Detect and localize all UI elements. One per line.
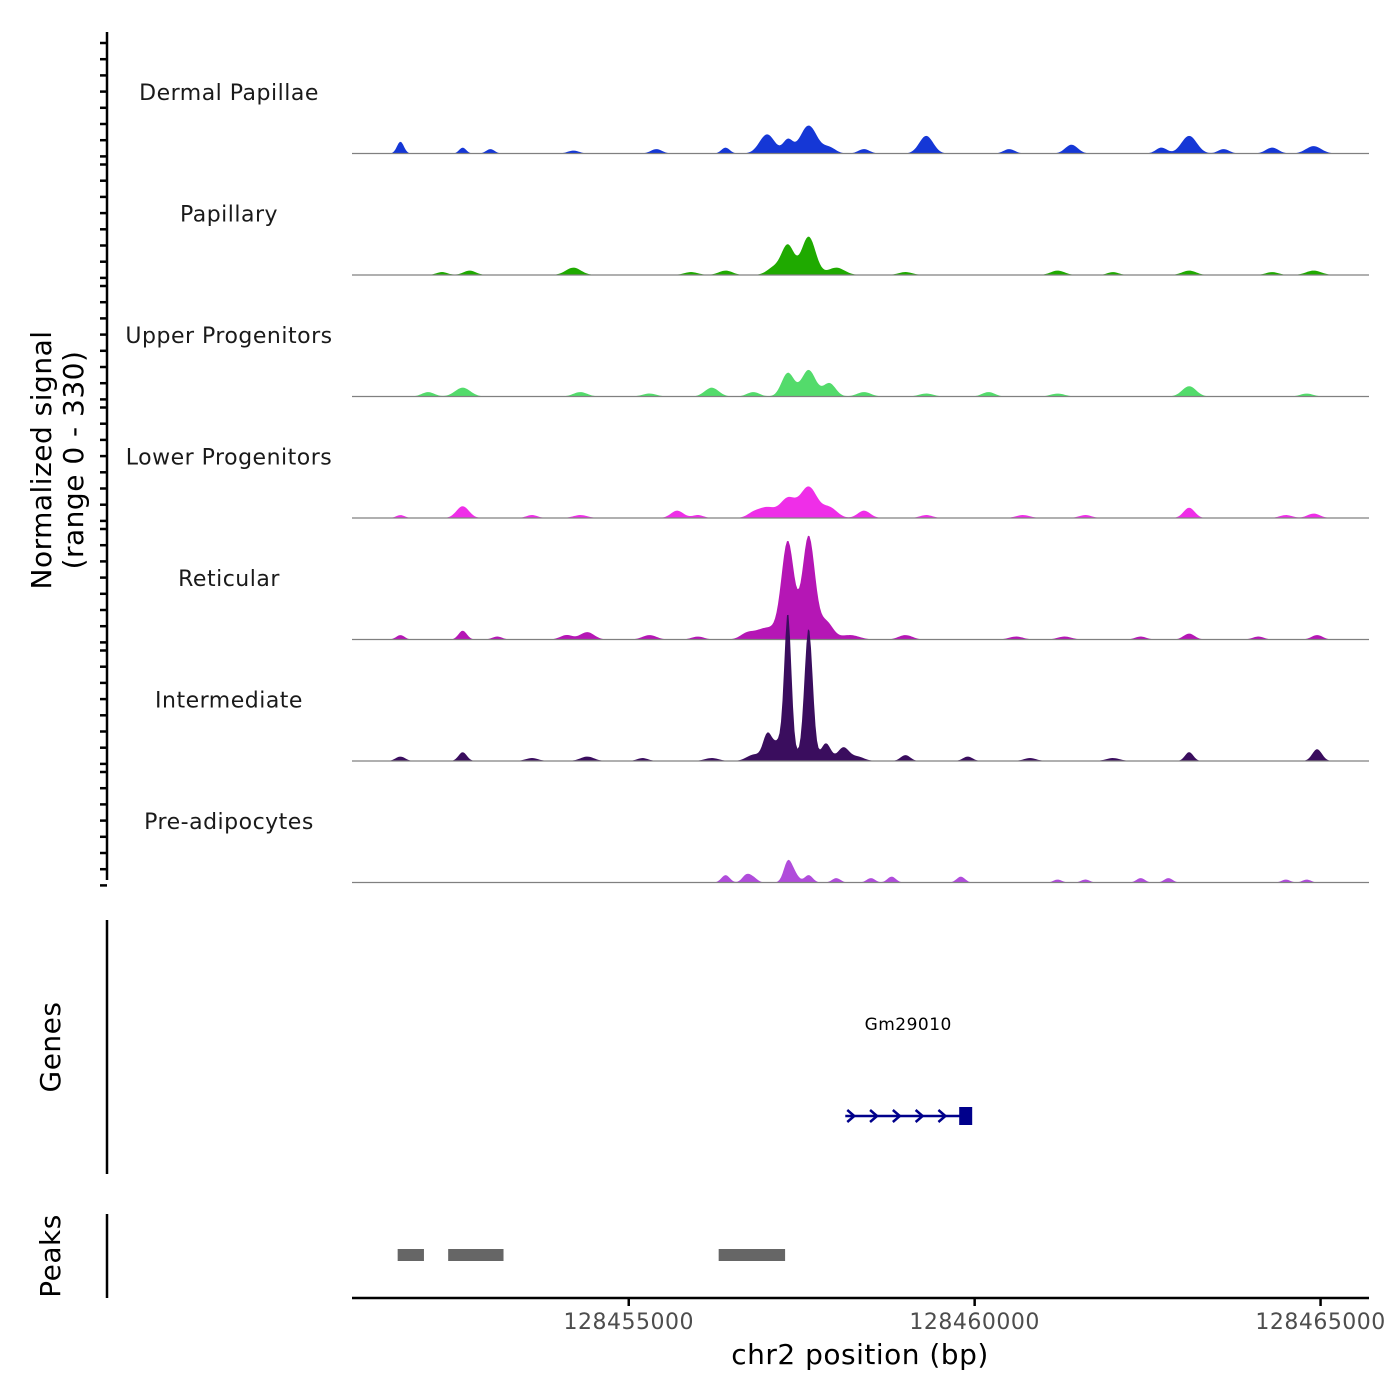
gene-exon (959, 1107, 973, 1125)
y-axis-title-line2: (range 0 - 330) (57, 351, 90, 570)
x-tick-label: 128455000 (563, 1310, 693, 1335)
x-tick-label: 128460000 (909, 1310, 1039, 1335)
gene-gm29010: Gm29010 (845, 1015, 973, 1125)
track-label: Lower Progenitors (126, 446, 332, 471)
track-dermal-papillae: Dermal Papillae (139, 81, 1369, 155)
signal-area (352, 125, 1369, 154)
track-label: Upper Progenitors (125, 324, 332, 349)
signal-area (352, 369, 1369, 397)
strand-arrow (892, 1109, 902, 1123)
track-pre-adipocytes: Pre-adipocytes (144, 810, 1369, 884)
genes-track: Gm29010 (845, 1015, 973, 1125)
track-label: Papillary (180, 203, 278, 228)
strand-arrow (869, 1109, 879, 1123)
track-label: Intermediate (155, 689, 303, 714)
track-reticular: Reticular (178, 535, 1369, 641)
peaks-track (397, 1249, 786, 1261)
signal-area (352, 535, 1369, 640)
genes-panel-title: Genes (34, 1002, 67, 1093)
gene-label: Gm29010 (865, 1015, 952, 1035)
track-intermediate: Intermediate (155, 614, 1369, 762)
signal-area (352, 614, 1369, 761)
track-label: Pre-adipocytes (144, 810, 314, 835)
track-label: Reticular (178, 567, 280, 592)
signal-area (352, 486, 1369, 518)
signal-tracks: Dermal Papillae Papillary Upper Progenitor… (125, 81, 1369, 884)
signal-area (352, 859, 1369, 883)
track-papillary: Papillary (180, 203, 1369, 276)
peak-region (718, 1249, 786, 1261)
y-axis-title-line1: Normalized signal (25, 330, 58, 589)
track-upper-progenitors: Upper Progenitors (125, 324, 1369, 398)
x-axis-title: chr2 position (bp) (731, 1338, 989, 1371)
strand-arrow (846, 1109, 857, 1123)
track-lower-progenitors: Lower Progenitors (126, 446, 1369, 519)
peaks-panel-title: Peaks (34, 1214, 67, 1298)
peak-region (397, 1249, 424, 1261)
strand-arrow (937, 1109, 948, 1123)
x-tick-label: 128465000 (1255, 1310, 1385, 1335)
signal-area (352, 236, 1369, 275)
x-axis-ticks: 128455000 128460000 128465000 (563, 1298, 1385, 1335)
strand-arrow (914, 1109, 925, 1123)
signal-y-axis (100, 32, 109, 887)
peak-region (448, 1249, 504, 1261)
track-label: Dermal Papillae (139, 81, 319, 106)
